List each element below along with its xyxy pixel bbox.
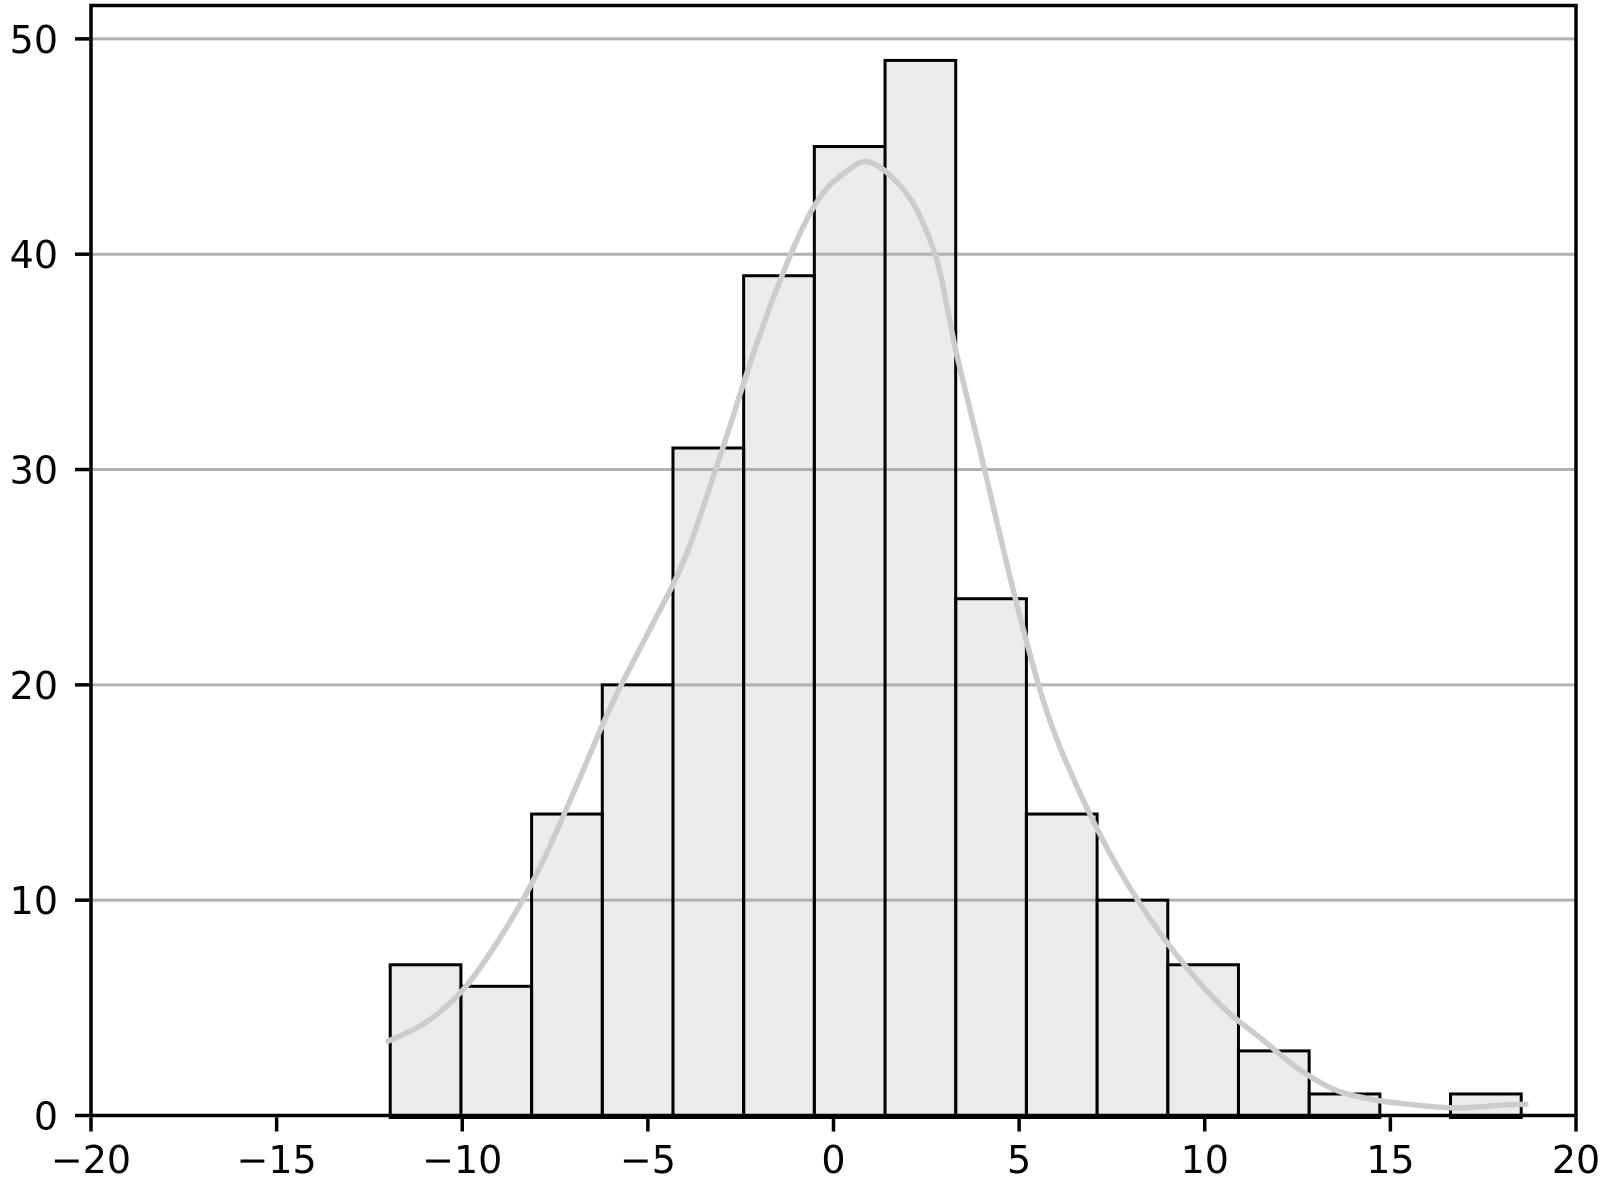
x-tick-label: 20 — [1552, 1138, 1600, 1182]
histogram-bar — [460, 986, 532, 1118]
histogram-bar — [1097, 900, 1168, 1118]
axes-frame — [89, 3, 1578, 1118]
histogram-bar — [955, 598, 1027, 1118]
gridlines — [92, 37, 1575, 902]
histogram-bar-outline — [883, 58, 958, 1120]
histogram-bar — [1026, 814, 1098, 1118]
tick-marks — [75, 37, 1578, 1132]
y-tick-label: 50 — [10, 18, 58, 62]
kde-curve — [385, 158, 1529, 1111]
histogram-bar — [390, 964, 461, 1118]
x-tick-label: −20 — [51, 1138, 131, 1182]
y-tick-labels: 0 10 20 30 40 50 — [10, 18, 58, 1139]
histogram-bar — [672, 447, 744, 1118]
histogram-bar — [743, 275, 815, 1118]
x-tick-label: −15 — [237, 1138, 317, 1182]
x-tick-label: −10 — [422, 1138, 502, 1182]
x-tick-label: −5 — [620, 1138, 676, 1182]
y-tick-label: 10 — [10, 879, 58, 923]
histogram-bar — [885, 60, 956, 1118]
histogram-bar — [1238, 1050, 1310, 1118]
x-tick-label: 10 — [1181, 1138, 1229, 1182]
x-tick-label: 0 — [821, 1138, 845, 1182]
y-tick-label: 30 — [10, 449, 58, 493]
x-tick-labels: −20 −15 −10 −5 0 5 10 15 20 — [51, 1138, 1600, 1182]
x-tick-label: 5 — [1007, 1138, 1031, 1182]
x-tick-label: 15 — [1366, 1138, 1414, 1182]
y-tick-label: 20 — [10, 664, 58, 708]
y-tick-label: 0 — [34, 1095, 58, 1139]
y-tick-label: 40 — [10, 233, 58, 277]
histogram-bar — [814, 146, 886, 1118]
